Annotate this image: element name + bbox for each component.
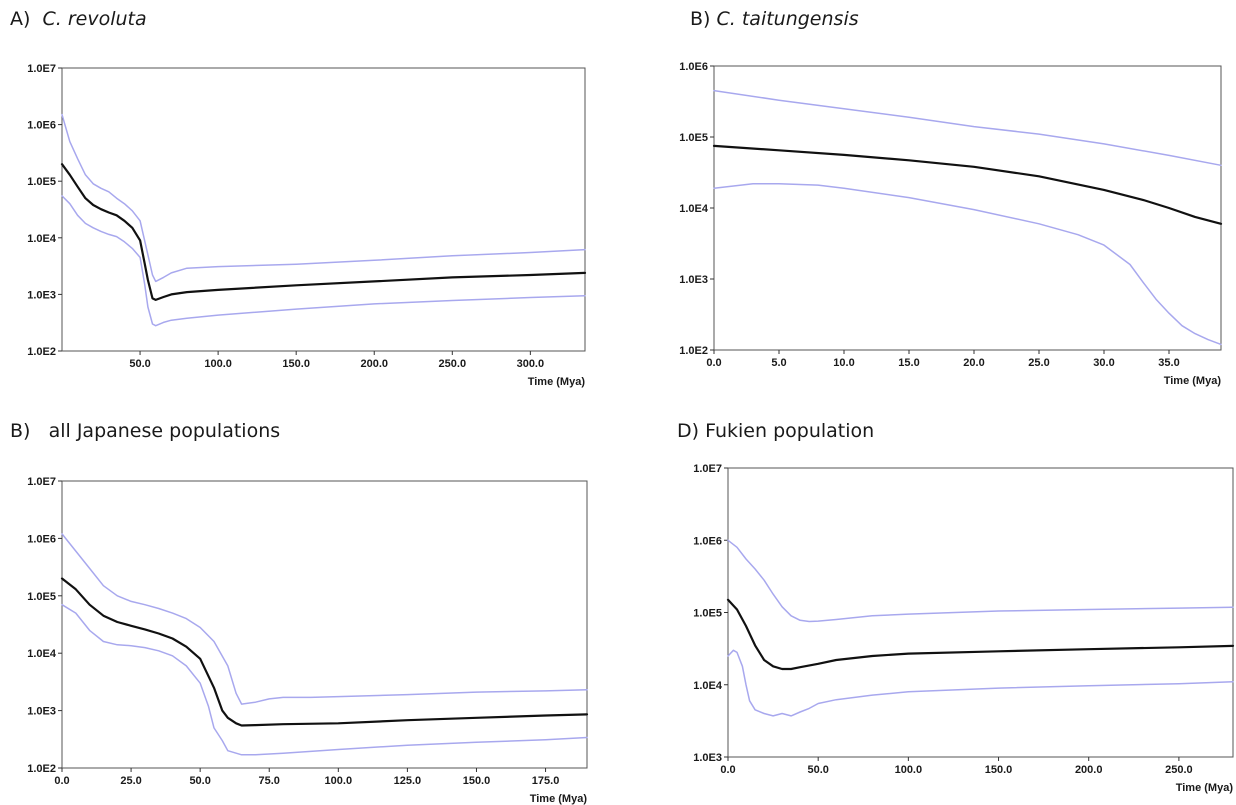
y-tick-label: 1.0E2 — [27, 346, 56, 358]
x-tick-label: 50.0 — [129, 358, 150, 370]
x-tick-label: 50.0 — [807, 764, 828, 776]
x-axis-title: Time (Mya) — [530, 793, 588, 805]
panel-b1-prefix: B) — [690, 8, 711, 30]
x-tick-label: 20.0 — [963, 357, 984, 369]
x-tick-label: 15.0 — [898, 357, 919, 369]
y-tick-label: 1.0E6 — [27, 533, 56, 545]
series-median-line — [60, 577, 589, 727]
x-tick-label: 150.0 — [282, 358, 310, 370]
y-tick-label: 1.0E2 — [679, 345, 708, 357]
x-tick-label: 200.0 — [1075, 764, 1103, 776]
x-tick-label: 0.0 — [706, 357, 721, 369]
y-tick-label: 1.0E6 — [693, 535, 722, 547]
x-tick-label: 150.0 — [985, 764, 1013, 776]
x-tick-label: 75.0 — [259, 775, 280, 787]
x-tick-label: 200.0 — [360, 358, 388, 370]
x-tick-label: 100.0 — [895, 764, 923, 776]
chart-B1: 1.0E2 1.0E3 1.0E4 1.0E5 1.0E6 0.0 5.0 10.0 15.0 2… — [679, 61, 1223, 387]
x-tick-label: 125.0 — [394, 775, 422, 787]
panel-a-prefix: A) — [10, 8, 31, 30]
x-tick-label: 5.0 — [771, 357, 786, 369]
series-median-line — [60, 163, 587, 301]
y-tick-label: 1.0E2 — [27, 763, 56, 775]
series-median-line — [712, 144, 1223, 225]
x-tick-label: 300.0 — [517, 358, 545, 370]
x-tick-label: 175.0 — [532, 775, 560, 787]
panel-b2-prefix: B) — [10, 420, 31, 442]
panel-d-text: Fukien population — [705, 420, 875, 442]
chart-A: 1.0E2 1.0E3 1.0E4 1.0E5 1.0E6 1.0E7 50.0 100.0 1… — [27, 63, 587, 388]
series-median-line — [726, 598, 1235, 671]
y-tick-label: 1.0E6 — [27, 120, 56, 132]
chart-B2: 1.0E2 1.0E3 1.0E4 1.0E5 1.0E6 1.0E7 0.0 25.0 50.… — [27, 476, 589, 805]
y-tick-label: 1.0E4 — [679, 203, 709, 215]
plot-frame — [61, 480, 588, 769]
chart-D: 1.0E3 1.0E4 1.0E5 1.0E6 1.0E7 0.0 50.0 100.0 150… — [693, 463, 1235, 794]
y-tick-label: 1.0E5 — [693, 608, 722, 620]
y-tick-label: 1.0E3 — [693, 752, 722, 764]
x-tick-label: 25.0 — [120, 775, 141, 787]
panel-b1-title: B) C. taitungensis — [690, 8, 859, 30]
y-tick-label: 1.0E4 — [693, 680, 723, 692]
panel-a-title: A) C. revoluta — [10, 8, 147, 30]
x-tick-label: 150.0 — [463, 775, 491, 787]
y-tick-label: 1.0E7 — [693, 463, 722, 475]
series-upper-line — [61, 533, 588, 705]
y-tick-label: 1.0E7 — [27, 476, 56, 488]
x-tick-label: 0.0 — [720, 764, 735, 776]
series-lower-line — [713, 182, 1222, 346]
plot-frame — [61, 67, 586, 352]
series-lower-line — [61, 195, 586, 327]
series-upper-line — [61, 113, 586, 283]
panel-b2-text: all Japanese populations — [48, 420, 281, 442]
x-tick-label: 0.0 — [54, 775, 69, 787]
y-tick-label: 1.0E5 — [679, 132, 708, 144]
x-tick-label: 100.0 — [325, 775, 353, 787]
x-tick-label: 35.0 — [1158, 357, 1179, 369]
x-tick-label: 25.0 — [1028, 357, 1049, 369]
x-axis-title: Time (Mya) — [1176, 782, 1234, 794]
series-upper-line — [727, 539, 1234, 623]
y-tick-label: 1.0E4 — [27, 233, 57, 245]
panel-b2-title: B) all Japanese populations — [10, 420, 280, 442]
y-tick-label: 1.0E6 — [679, 61, 708, 73]
panel-a-species: C. revoluta — [42, 8, 147, 30]
panel-b1-species: C. taitungensis — [716, 8, 859, 30]
y-tick-label: 1.0E7 — [27, 63, 56, 75]
x-tick-label: 250.0 — [1165, 764, 1193, 776]
series-lower-line — [61, 603, 588, 756]
x-axis-title: Time (Mya) — [528, 376, 586, 388]
y-tick-label: 1.0E5 — [27, 176, 56, 188]
panel-d-prefix: D) — [677, 420, 700, 442]
y-tick-label: 1.0E5 — [27, 591, 56, 603]
x-tick-label: 10.0 — [833, 357, 854, 369]
x-tick-label: 30.0 — [1093, 357, 1114, 369]
x-tick-label: 50.0 — [189, 775, 210, 787]
series-upper-line — [713, 89, 1222, 167]
y-tick-label: 1.0E3 — [27, 289, 56, 301]
panel-d-title: D) Fukien population — [677, 420, 874, 442]
x-tick-label: 100.0 — [204, 358, 232, 370]
y-tick-label: 1.0E3 — [27, 706, 56, 718]
y-tick-label: 1.0E4 — [27, 648, 57, 660]
y-tick-label: 1.0E3 — [679, 274, 708, 286]
x-axis-title: Time (Mya) — [1164, 375, 1222, 387]
series-lower-line — [727, 649, 1234, 717]
plot-frame — [727, 467, 1234, 758]
x-tick-label: 250.0 — [439, 358, 467, 370]
